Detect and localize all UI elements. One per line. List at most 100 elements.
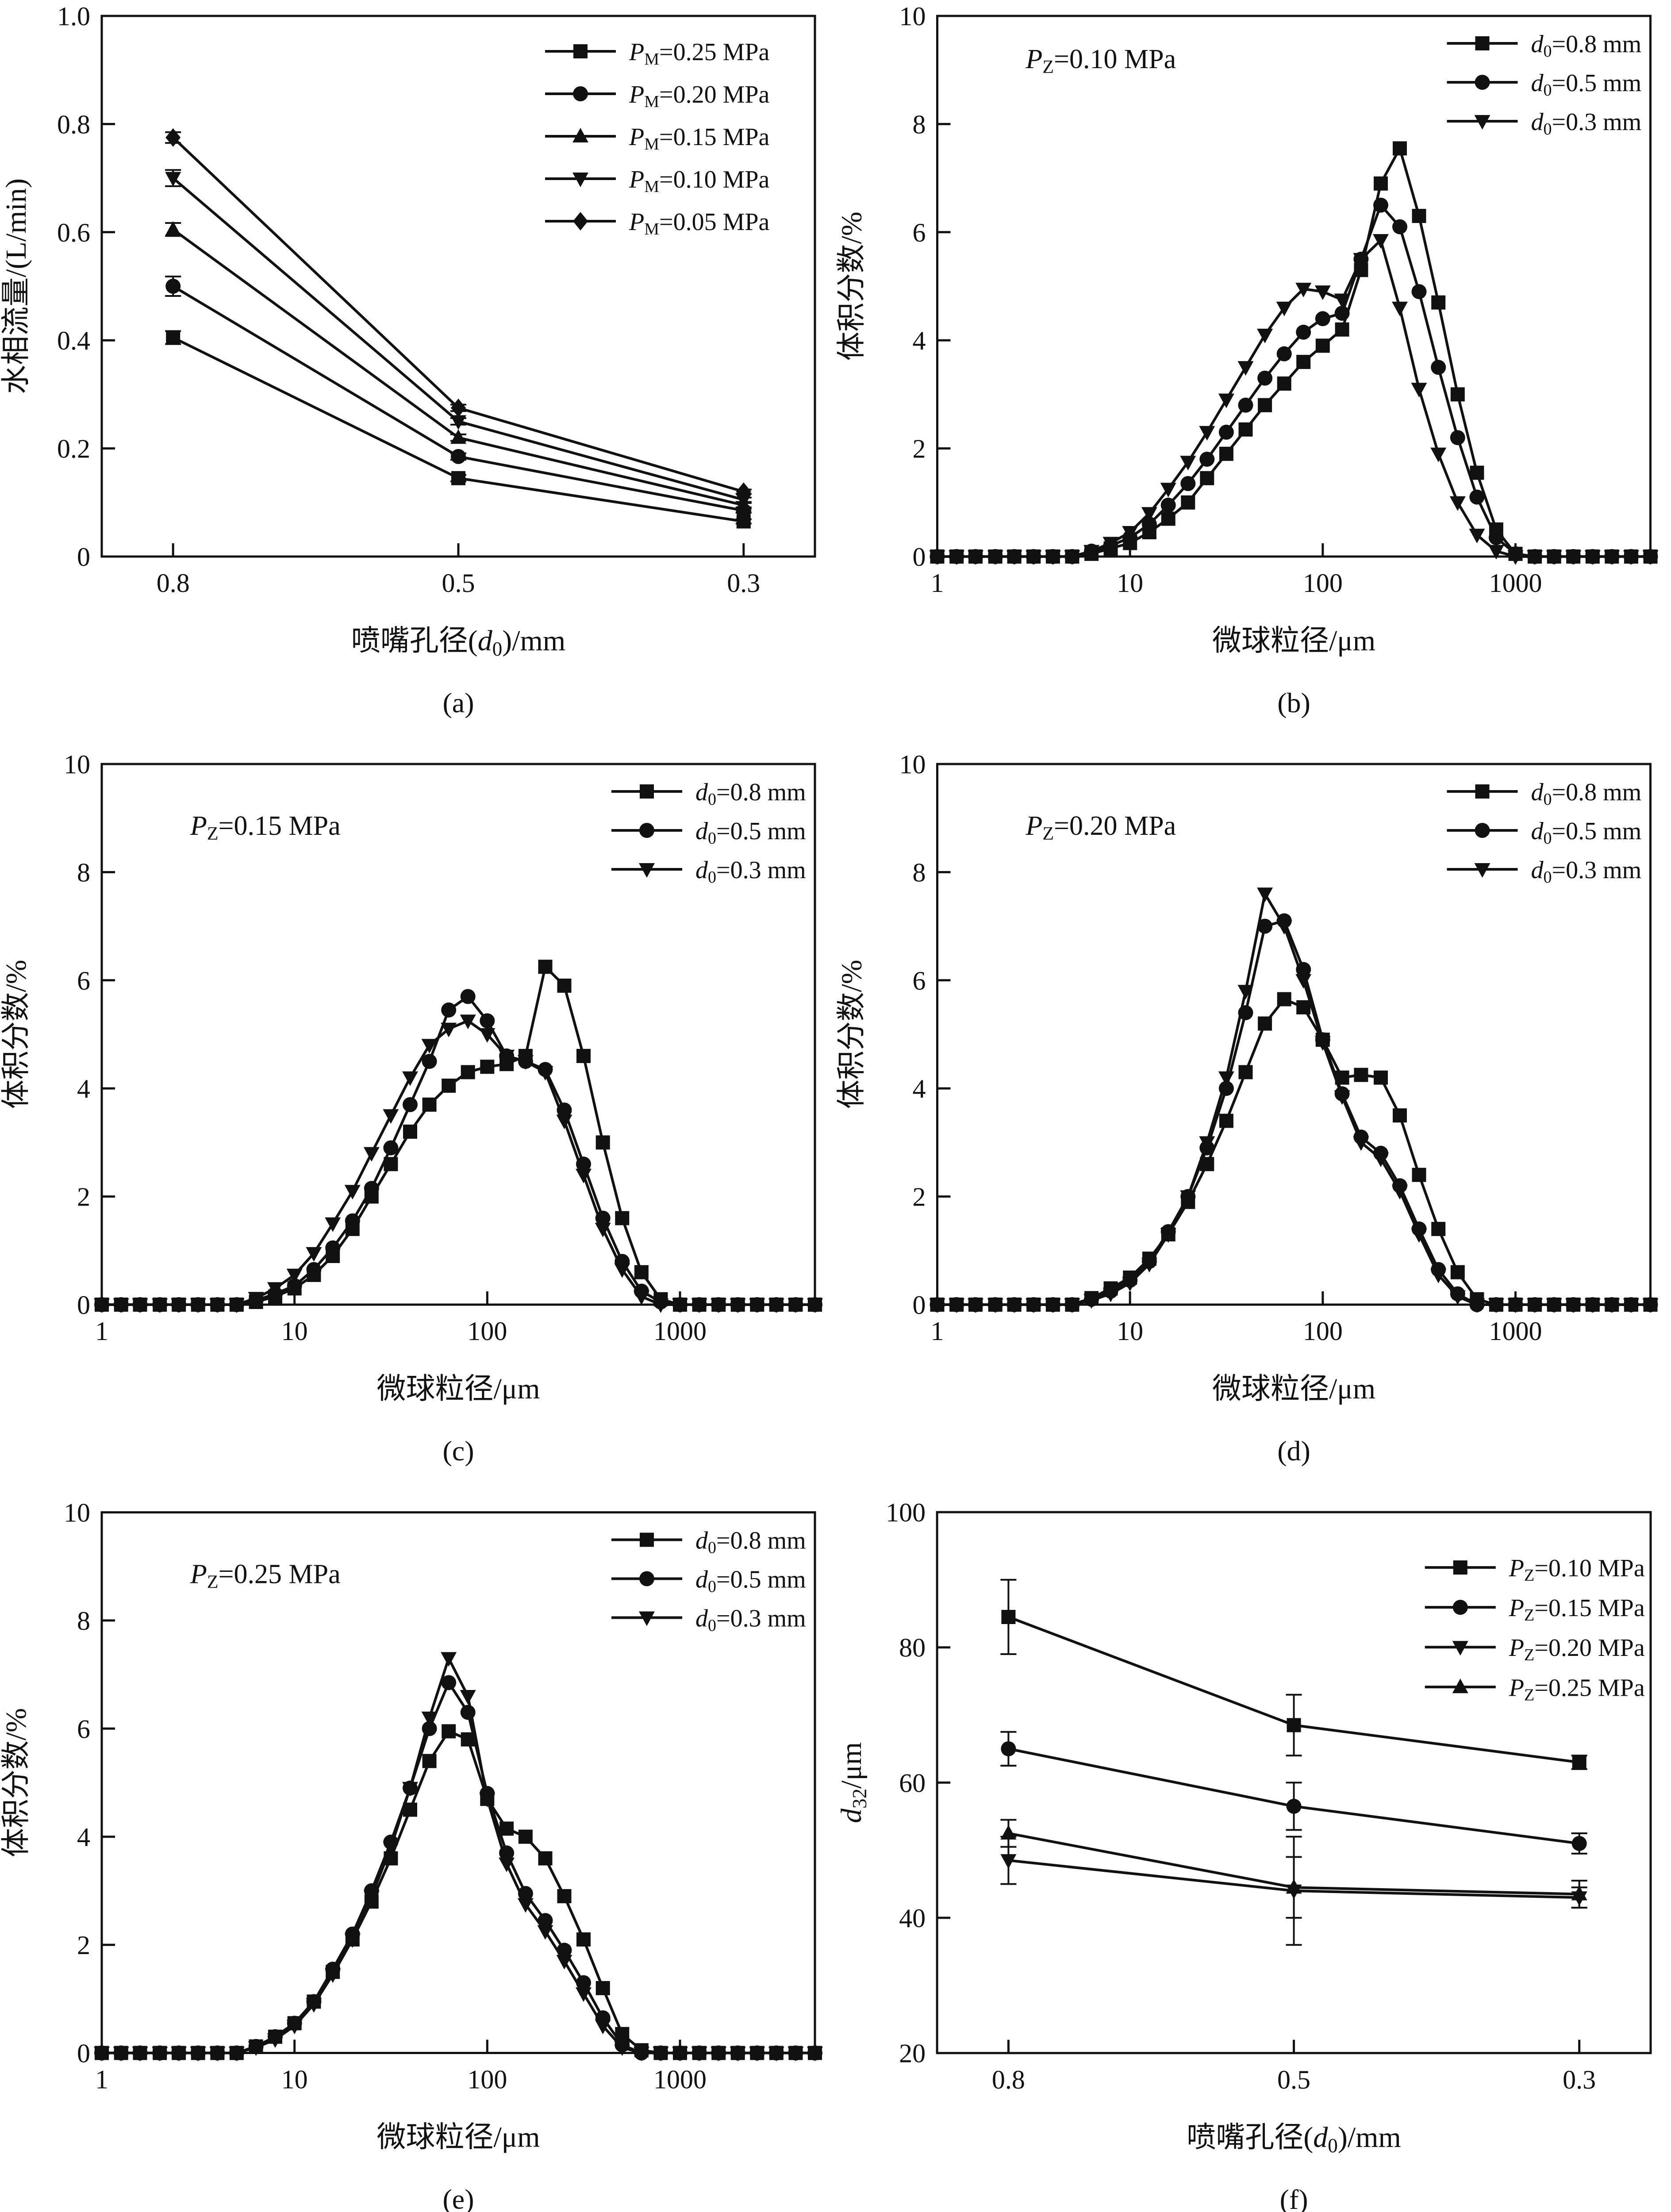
triangle-down-marker-icon bbox=[730, 2047, 746, 2062]
square-marker-icon bbox=[573, 44, 588, 58]
x-tick-label: 1000 bbox=[1489, 568, 1542, 598]
y-tick-label: 6 bbox=[77, 966, 90, 995]
circle-marker-icon bbox=[364, 1181, 379, 1196]
annotation: PZ=0.10 MPa bbox=[1026, 44, 1176, 77]
triangle-down-marker-icon bbox=[1353, 1136, 1369, 1151]
legend-label: PZ=0.15 MPa bbox=[1509, 1594, 1645, 1624]
square-marker-icon bbox=[1393, 141, 1407, 156]
triangle-down-marker-icon bbox=[421, 1039, 438, 1054]
x-axis-label: 微球粒径/μm bbox=[376, 2121, 540, 2154]
triangle-down-marker-icon bbox=[711, 1298, 727, 1313]
triangle-down-marker-icon bbox=[614, 1263, 630, 1278]
legend-label: PM=0.10 MPa bbox=[629, 166, 770, 196]
square-marker-icon bbox=[1219, 1114, 1233, 1128]
triangle-down-marker-icon bbox=[949, 1298, 965, 1313]
circle-marker-icon bbox=[1469, 489, 1485, 505]
legend-item: PZ=0.15 MPa bbox=[1425, 1594, 1645, 1624]
square-marker-icon bbox=[1453, 1560, 1467, 1575]
y-tick-label: 10 bbox=[899, 750, 926, 779]
triangle-down-marker-icon bbox=[1122, 526, 1138, 541]
y-tick-label: 20 bbox=[899, 2039, 926, 2068]
series-line bbox=[937, 919, 1651, 1306]
triangle-down-marker-icon bbox=[1507, 550, 1524, 565]
triangle-down-marker-icon bbox=[711, 2047, 727, 2062]
series-line bbox=[937, 202, 1651, 558]
triangle-down-marker-icon bbox=[1449, 1290, 1466, 1305]
plot-border bbox=[100, 763, 816, 1306]
triangle-down-marker-icon bbox=[1373, 1152, 1389, 1167]
triangle-down-marker-icon bbox=[267, 1282, 283, 1297]
y-tick-label: 2 bbox=[913, 434, 926, 464]
square-marker-icon bbox=[576, 1048, 591, 1063]
square-marker-icon bbox=[557, 1889, 572, 1904]
y-tick-label: 0.8 bbox=[57, 110, 90, 139]
y-tick-label: 4 bbox=[913, 1074, 926, 1103]
triangle-down-marker-icon bbox=[383, 1841, 399, 1856]
triangle-down-marker-icon bbox=[653, 1298, 669, 1313]
triangle-down-marker-icon bbox=[165, 172, 181, 187]
triangle-down-marker-icon bbox=[639, 1611, 655, 1626]
y-tick-label: 40 bbox=[899, 1904, 926, 1933]
series-e-0 bbox=[95, 1724, 822, 2060]
triangle-down-marker-icon bbox=[1565, 1298, 1582, 1313]
triangle-down-marker-icon bbox=[171, 1298, 187, 1313]
square-marker-icon bbox=[1354, 1068, 1368, 1082]
triangle-down-marker-icon bbox=[286, 1268, 303, 1283]
series-d-0 bbox=[930, 992, 1658, 1312]
caption: (d) bbox=[1277, 1435, 1310, 1467]
triangle-down-marker-icon bbox=[1257, 329, 1273, 343]
triangle-down-marker-icon bbox=[450, 415, 466, 430]
y-tick-label: 8 bbox=[77, 858, 90, 887]
circle-marker-icon bbox=[1475, 75, 1490, 90]
triangle-down-marker-icon bbox=[363, 1890, 380, 1905]
triangle-down-marker-icon bbox=[949, 550, 965, 565]
triangle-down-marker-icon bbox=[1469, 1298, 1485, 1313]
series-b-1 bbox=[930, 197, 1658, 564]
triangle-down-marker-icon bbox=[499, 1049, 515, 1064]
legend-item: d0=0.8 mm bbox=[611, 779, 806, 809]
circle-marker-icon bbox=[1276, 346, 1292, 361]
x-tick-label: 100 bbox=[467, 1317, 507, 1346]
square-marker-icon bbox=[640, 1532, 654, 1547]
y-tick-label: 2 bbox=[77, 1931, 90, 1960]
triangle-down-marker-icon bbox=[344, 1185, 361, 1200]
legend-item: d0=0.8 mm bbox=[1447, 31, 1642, 61]
triangle-down-marker-icon bbox=[94, 1298, 110, 1313]
legend-label: d0=0.8 mm bbox=[1531, 31, 1642, 61]
square-marker-icon bbox=[538, 1851, 553, 1866]
triangle-down-marker-icon bbox=[768, 1298, 784, 1313]
square-marker-icon bbox=[1374, 176, 1388, 191]
triangle-down-marker-icon bbox=[1141, 507, 1157, 522]
chart-d-svg: 0 2 4 6 8 10 1 10 100 1000 微球粒径/μm 体积分数/% (d) PZ=0.20… bbox=[836, 750, 1659, 1467]
triangle-down-marker-icon bbox=[929, 550, 945, 565]
triangle-down-marker-icon bbox=[1122, 1277, 1138, 1292]
legend-label: PM=0.20 MPa bbox=[629, 81, 770, 111]
square-marker-icon bbox=[480, 1060, 495, 1074]
chart-e-svg: 0 2 4 6 8 10 1 10 100 1000 微球粒径/μm 体积分数/% (e) PZ=0.25… bbox=[0, 1498, 823, 2212]
triangle-down-marker-icon bbox=[1102, 537, 1119, 552]
triangle-down-marker-icon bbox=[653, 2047, 669, 2062]
annotation: PZ=0.25 MPa bbox=[190, 1559, 341, 1593]
y-axis: 0 0.2 0.4 0.6 0.8 1.0 bbox=[57, 2, 115, 572]
y-axis-label: 体积分数/% bbox=[0, 960, 32, 1109]
series-a-3 bbox=[165, 169, 752, 508]
circle-marker-icon bbox=[1411, 284, 1427, 300]
circle-marker-icon bbox=[1001, 1741, 1016, 1756]
triangle-down-marker-icon bbox=[94, 2047, 110, 2062]
y-axis: 20 40 60 80 100 bbox=[886, 1498, 951, 2068]
circle-marker-icon bbox=[1571, 1836, 1587, 1851]
square-marker-icon bbox=[1572, 1755, 1586, 1770]
triangle-down-marker-icon bbox=[1045, 550, 1061, 565]
x-axis-label: 微球粒径/μm bbox=[1212, 1373, 1375, 1405]
square-marker-icon bbox=[1296, 1000, 1311, 1014]
triangle-down-marker-icon bbox=[402, 1071, 418, 1086]
square-marker-icon bbox=[1412, 209, 1426, 223]
circle-marker-icon bbox=[422, 1054, 437, 1069]
triangle-down-marker-icon bbox=[672, 1298, 688, 1313]
x-tick-label: 10 bbox=[281, 2065, 308, 2094]
chart-f: 20 40 60 80 100 0.8 0.5 0.3 喷嘴孔径(d0)/mm d32/μm (f)… bbox=[835, 1498, 1652, 2212]
triangle-down-marker-icon bbox=[1045, 1298, 1061, 1313]
circle-marker-icon bbox=[1218, 424, 1234, 440]
square-marker-icon bbox=[1393, 1108, 1407, 1123]
